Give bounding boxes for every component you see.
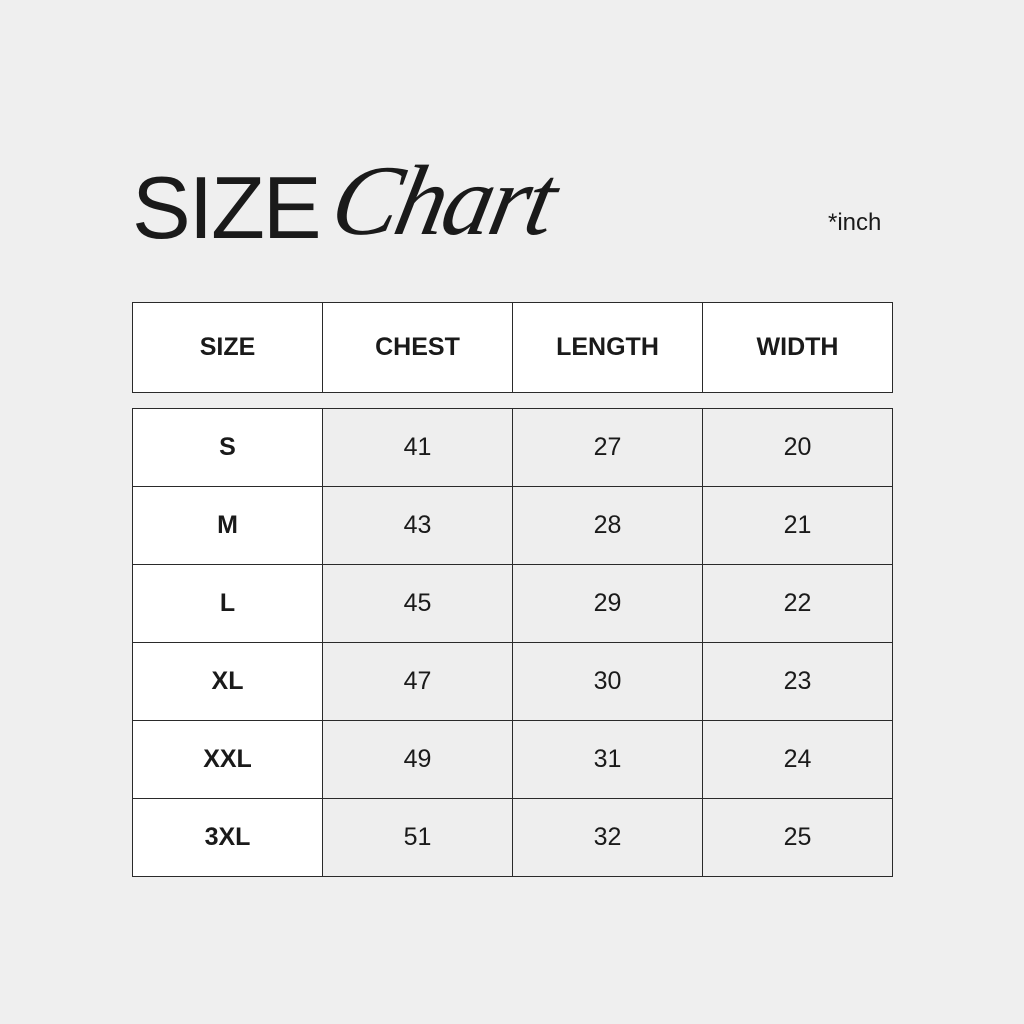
header-size: SIZE — [132, 302, 323, 393]
cell-width: 25 — [702, 798, 893, 877]
unit-note: *inch — [828, 209, 882, 236]
table-row: 3XL 51 32 25 — [132, 798, 893, 877]
cell-chest: 45 — [322, 564, 513, 643]
cell-width: 23 — [702, 642, 893, 721]
cell-length: 28 — [512, 486, 703, 565]
cell-length: 32 — [512, 798, 703, 877]
cell-width: 20 — [702, 408, 893, 487]
cell-size: S — [132, 408, 323, 487]
cell-size: XXL — [132, 720, 323, 799]
cell-width: 22 — [702, 564, 893, 643]
title-chart-script: Chart — [322, 145, 565, 256]
cell-length: 29 — [512, 564, 703, 643]
cell-size: L — [132, 564, 323, 643]
cell-width: 21 — [702, 486, 893, 565]
cell-length: 27 — [512, 408, 703, 487]
cell-width: 24 — [702, 720, 893, 799]
cell-chest: 51 — [322, 798, 513, 877]
cell-chest: 43 — [322, 486, 513, 565]
cell-size: XL — [132, 642, 323, 721]
table-row: XL 47 30 23 — [132, 642, 893, 721]
size-table: S 41 27 20 M 43 28 21 L 45 29 22 XL 47 30 23 XXL 49 31 24 3X… — [132, 408, 893, 877]
cell-chest: 49 — [322, 720, 513, 799]
cell-size: 3XL — [132, 798, 323, 877]
header-length: LENGTH — [512, 302, 703, 393]
header-table: SIZE CHEST LENGTH WIDTH — [132, 302, 893, 393]
table-row: L 45 29 22 — [132, 564, 893, 643]
cell-length: 31 — [512, 720, 703, 799]
header-chest: CHEST — [322, 302, 513, 393]
cell-length: 30 — [512, 642, 703, 721]
cell-chest: 47 — [322, 642, 513, 721]
header-width: WIDTH — [702, 302, 893, 393]
table-row: M 43 28 21 — [132, 486, 893, 565]
cell-chest: 41 — [322, 408, 513, 487]
title-size: SIZE — [132, 158, 322, 257]
cell-size: M — [132, 486, 323, 565]
table-row: XXL 49 31 24 — [132, 720, 893, 799]
header-row: SIZE CHEST LENGTH WIDTH — [132, 302, 893, 393]
table-row: S 41 27 20 — [132, 408, 893, 487]
